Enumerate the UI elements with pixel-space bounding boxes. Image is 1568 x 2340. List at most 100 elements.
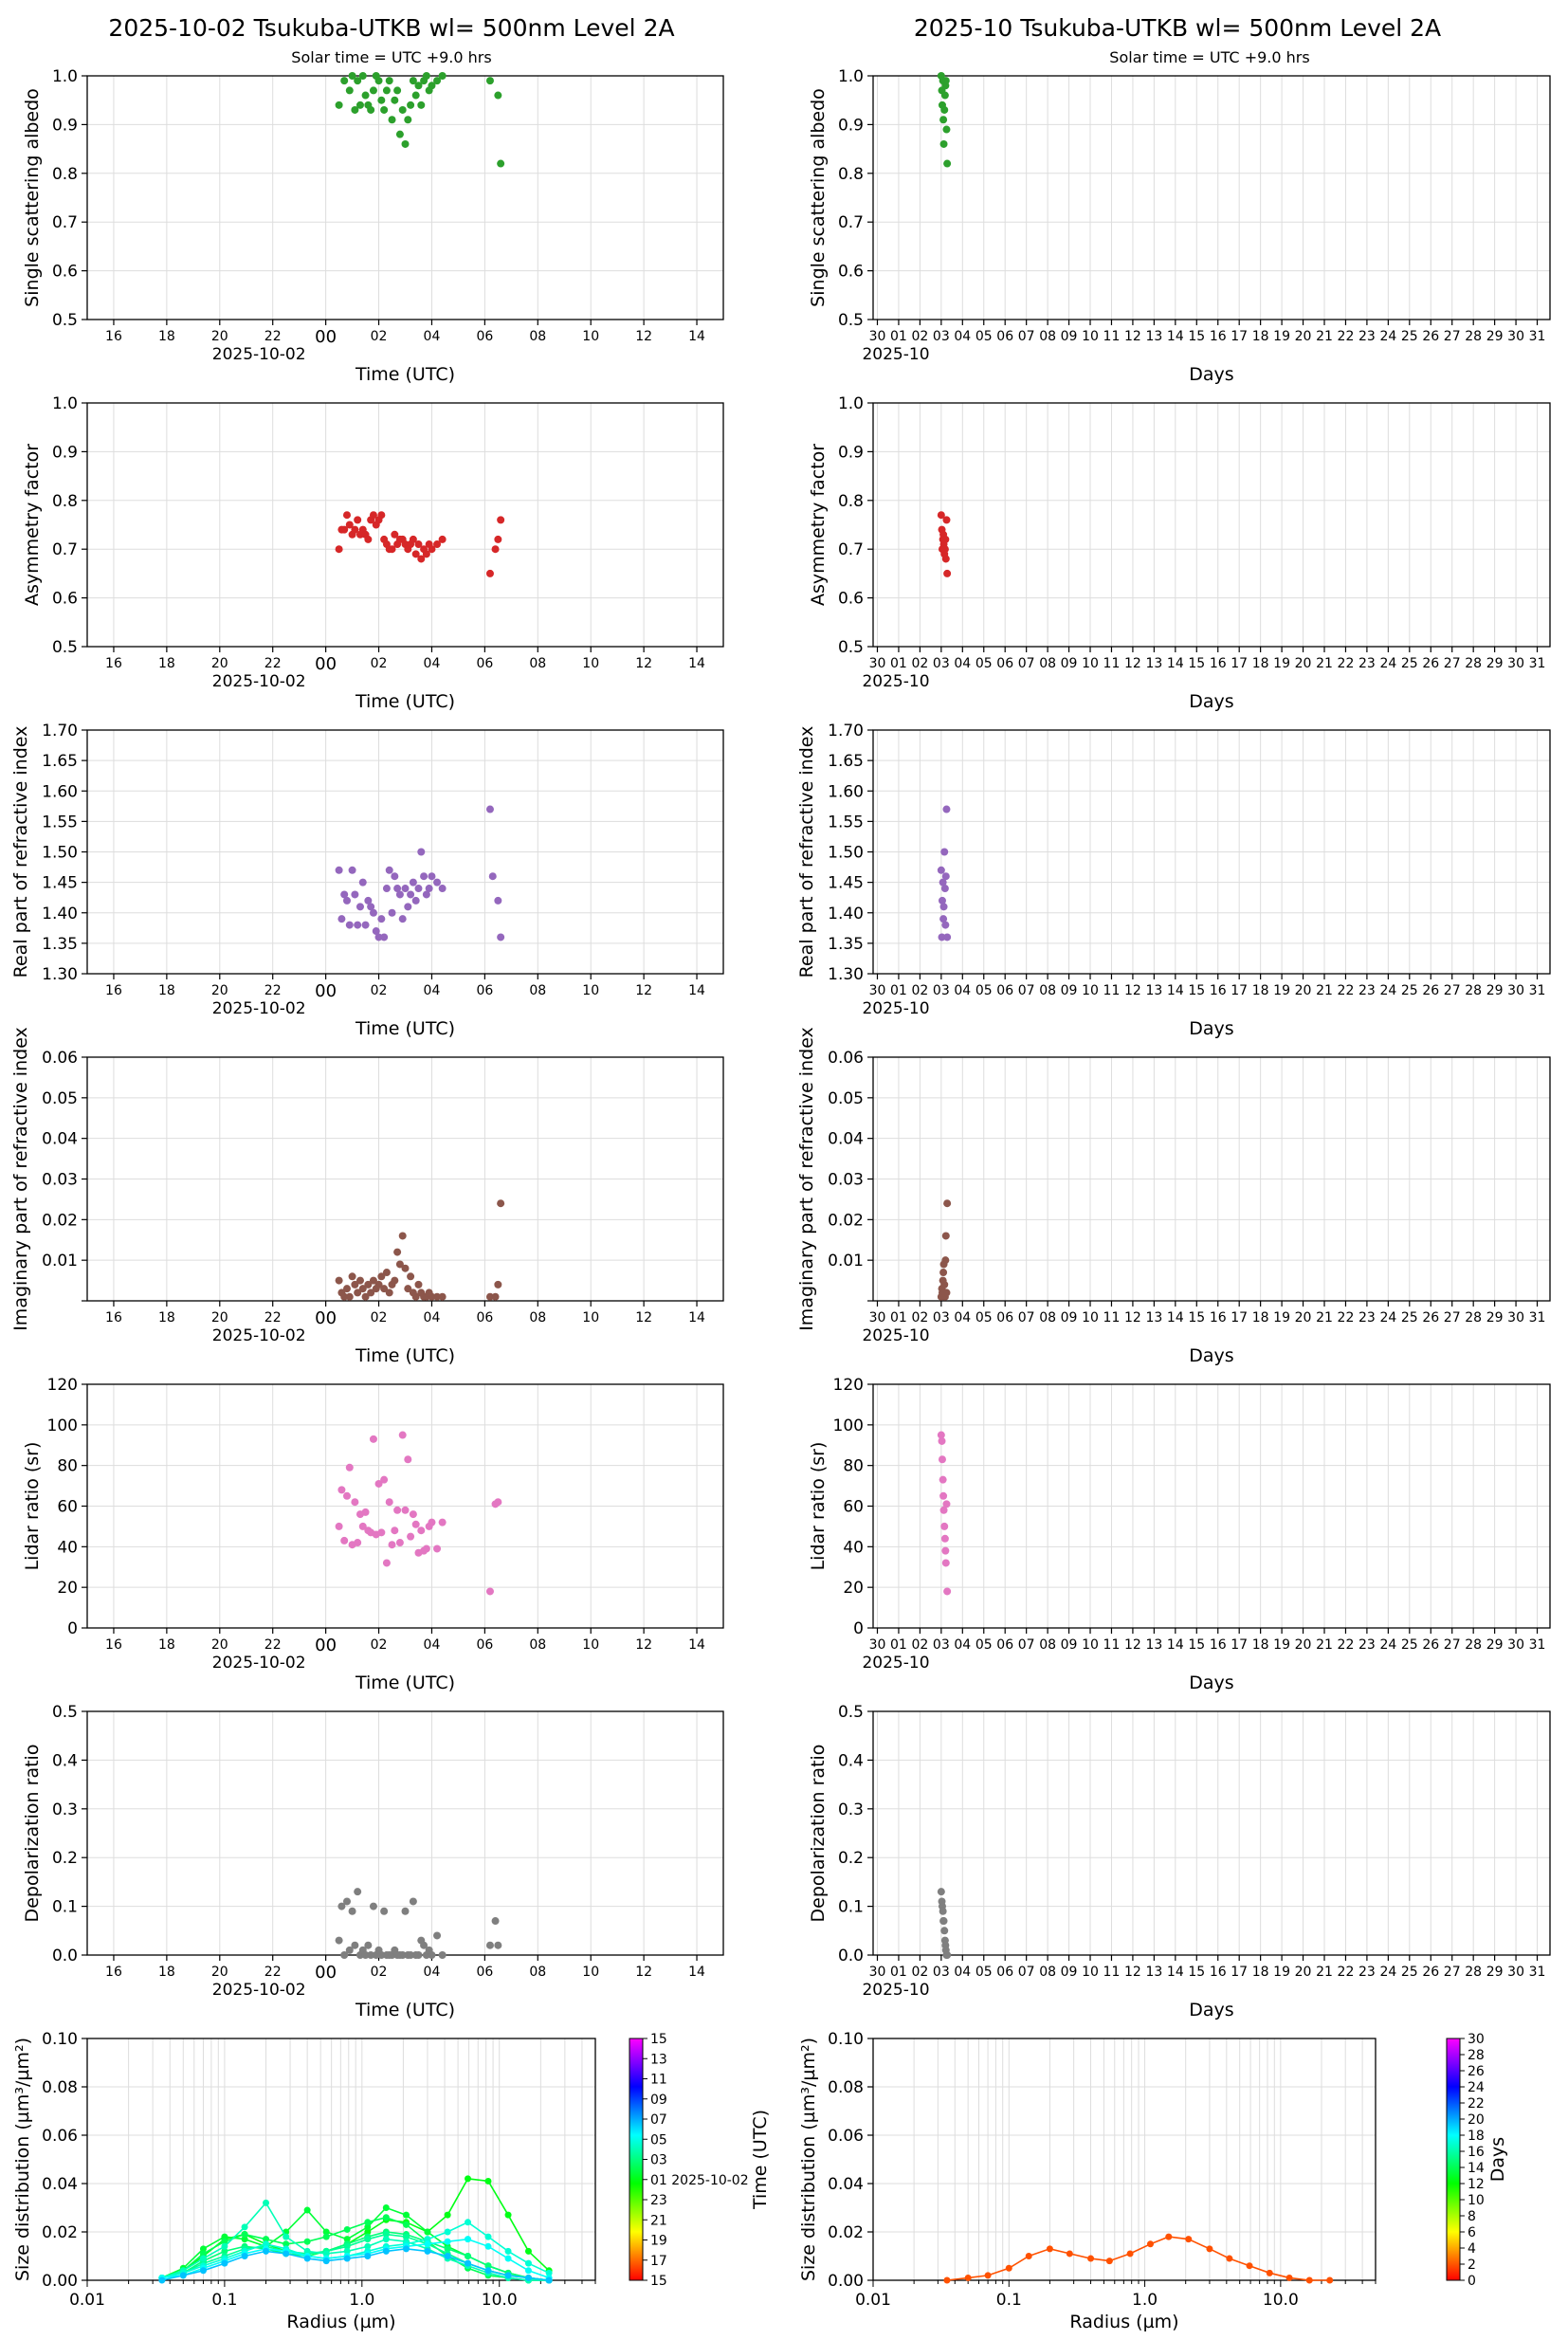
lidar-daily-point xyxy=(391,1526,399,1535)
lidar-daily-xtick-label: 12 xyxy=(635,1637,652,1653)
psd-monthly-colorbar-tick-label: 20 xyxy=(1468,2112,1485,2128)
psd-daily-series-point xyxy=(524,2274,532,2281)
psd-daily-colorbar-tick-label: 19 xyxy=(650,2234,667,2249)
rri-daily-point xyxy=(367,903,375,911)
asy-monthly-xtick-label: 08 xyxy=(1039,656,1056,671)
asy-monthly-ytick-label: 1.0 xyxy=(838,394,864,413)
depol-monthly-xtick-label: 30 xyxy=(869,1965,886,1980)
psd-daily-series-point xyxy=(424,2228,431,2236)
ssa-daily-xtick-label: 16 xyxy=(105,329,122,344)
psd-monthly-colorbar-tick-label: 30 xyxy=(1468,2032,1485,2047)
depol-daily-point xyxy=(351,1941,359,1949)
rri-daily-xtick-label: 04 xyxy=(424,983,441,998)
rri-monthly-point xyxy=(937,866,945,874)
lidar-monthly-xtick-label: 07 xyxy=(1018,1637,1035,1653)
lidar-daily-ytick-label: 100 xyxy=(47,1417,78,1435)
depol-daily-xtick-label: 22 xyxy=(264,1965,282,1980)
lidar-monthly-xtick-label: 17 xyxy=(1231,1637,1248,1653)
depol-daily-ytick-label: 0.5 xyxy=(52,1703,78,1722)
psd-monthly-ylabel: Size distribution (µm³/µm²) xyxy=(798,2038,819,2281)
psd-daily-series-point xyxy=(221,2259,228,2267)
asy-daily-xtick-label: 00 xyxy=(315,654,337,674)
iri-monthly-xtick-label: 12 xyxy=(1124,1310,1141,1325)
psd-daily-series-point xyxy=(382,2247,390,2255)
psd-daily-colorbar-tick-label: 13 xyxy=(650,2052,667,2067)
iri-daily-ytick-label: 0.03 xyxy=(42,1171,78,1190)
ssa-daily-point xyxy=(356,101,364,109)
ssa-daily-point xyxy=(391,96,399,104)
lidar-monthly-xtick-label: 31 xyxy=(1529,1637,1546,1653)
rri-monthly-xtick-label: 06 xyxy=(996,983,1013,998)
lidar-daily-point xyxy=(411,1520,420,1528)
rri-monthly-ytick-label: 1.30 xyxy=(828,965,864,984)
psd-daily-series-line xyxy=(161,2247,550,2281)
depol-daily-point xyxy=(485,1941,494,1949)
ssa-daily-point xyxy=(382,86,391,95)
iri-daily-ytick-label: 0.01 xyxy=(42,1252,78,1271)
rri-monthly-xtick-label: 04 xyxy=(954,983,971,998)
asy-daily-point xyxy=(417,555,426,563)
iri-monthly-xtick-label: 15 xyxy=(1188,1310,1205,1325)
iri-daily-xtick-label: 20 xyxy=(211,1310,228,1325)
lidar-daily-point xyxy=(380,1475,389,1484)
iri-daily-point xyxy=(398,1232,407,1240)
psd-monthly-colorbar-tick-label: 6 xyxy=(1468,2225,1476,2240)
rri-daily-point xyxy=(361,921,370,929)
lidar-monthly-ytick-label: 40 xyxy=(843,1538,864,1557)
psd-daily-colorbar-tick-label: 09 xyxy=(650,2093,667,2108)
psd-daily-panel: 0.01 0.1 1.0 10.0 0.00 0.02 0.04 0.06 0.08 0.10 Ra… xyxy=(12,2030,771,2332)
rri-daily-point xyxy=(391,872,399,881)
depol-monthly-ytick-label: 0.1 xyxy=(838,1898,864,1917)
rri-monthly-xtick-label: 14 xyxy=(1167,983,1184,998)
depol-monthly-xtick-label: 21 xyxy=(1316,1965,1333,1980)
psd-monthly-series-point xyxy=(1206,2245,1213,2253)
asy-daily-point xyxy=(409,535,417,543)
depol-daily-point xyxy=(401,1907,410,1915)
psd-daily-series-point xyxy=(524,2247,532,2255)
lidar-daily-ytick-label: 0 xyxy=(67,1619,78,1638)
ssa-daily-point xyxy=(374,77,383,85)
depol-monthly-xtick-label: 16 xyxy=(1210,1965,1227,1980)
psd-daily-series-point xyxy=(343,2225,351,2233)
iri-monthly-xtick-label: 13 xyxy=(1145,1310,1162,1325)
lidar-daily-ytick-label: 60 xyxy=(57,1498,78,1517)
depol-daily-point xyxy=(337,1902,346,1910)
psd-daily-series-point xyxy=(199,2255,207,2262)
iri-monthly-xtick-label: 11 xyxy=(1103,1310,1121,1325)
rri-daily-point xyxy=(351,890,359,899)
lidar-monthly-ylabel: Lidar ratio (sr) xyxy=(808,1442,829,1571)
lidar-monthly-xtick-label: 30 xyxy=(1507,1637,1524,1653)
ssa-monthly-xtick-label: 07 xyxy=(1018,329,1035,344)
iri-daily-point xyxy=(356,1276,364,1285)
ssa-daily-point xyxy=(351,105,359,114)
ssa-daily-ytick-label: 0.7 xyxy=(52,213,78,232)
ssa-monthly-xtick-label: 05 xyxy=(975,329,993,344)
depol-monthly-ytick-label: 0.2 xyxy=(838,1849,864,1868)
psd-daily-series-point xyxy=(545,2276,553,2284)
ssa-daily-point xyxy=(422,72,430,80)
psd-daily-series-point xyxy=(382,2214,390,2221)
iri-monthly-xtick-label: 28 xyxy=(1465,1310,1482,1325)
psd-monthly-xtick-label: 1.0 xyxy=(1132,2291,1158,2310)
asy-daily-ytick-label: 0.7 xyxy=(52,540,78,559)
asy-monthly-xtick-label: 03 xyxy=(933,656,950,671)
depol-daily-point xyxy=(369,1902,377,1910)
rri-monthly-xtick-label: 18 xyxy=(1252,983,1269,998)
asy-monthly-xtick-label: 31 xyxy=(1529,656,1546,671)
asy-monthly-xtick-label: 09 xyxy=(1061,656,1078,671)
asy-daily-xtick-label: 08 xyxy=(529,656,546,671)
asy-daily-point xyxy=(369,511,377,520)
rri-daily-ytick-label: 1.45 xyxy=(42,874,78,893)
psd-daily-ytick-label: 0.02 xyxy=(42,2223,78,2242)
ssa-daily-ytick-label: 0.9 xyxy=(52,116,78,135)
rri-monthly-xtick-label: 10 xyxy=(1082,983,1099,998)
depol-daily-point xyxy=(407,1951,415,1959)
ssa-monthly-xtick-label: 28 xyxy=(1465,329,1482,344)
lidar-monthly-xtick-label: 24 xyxy=(1379,1637,1396,1653)
rri-daily-xtick-label: 08 xyxy=(529,983,546,998)
lidar-monthly-xtick-label: 05 xyxy=(975,1637,993,1653)
psd-daily-series-point xyxy=(343,2242,351,2250)
asy-monthly-xlabel: Days xyxy=(1189,691,1233,712)
rri-daily-ytick-label: 1.60 xyxy=(42,782,78,801)
depol-daily-point xyxy=(345,1946,354,1954)
